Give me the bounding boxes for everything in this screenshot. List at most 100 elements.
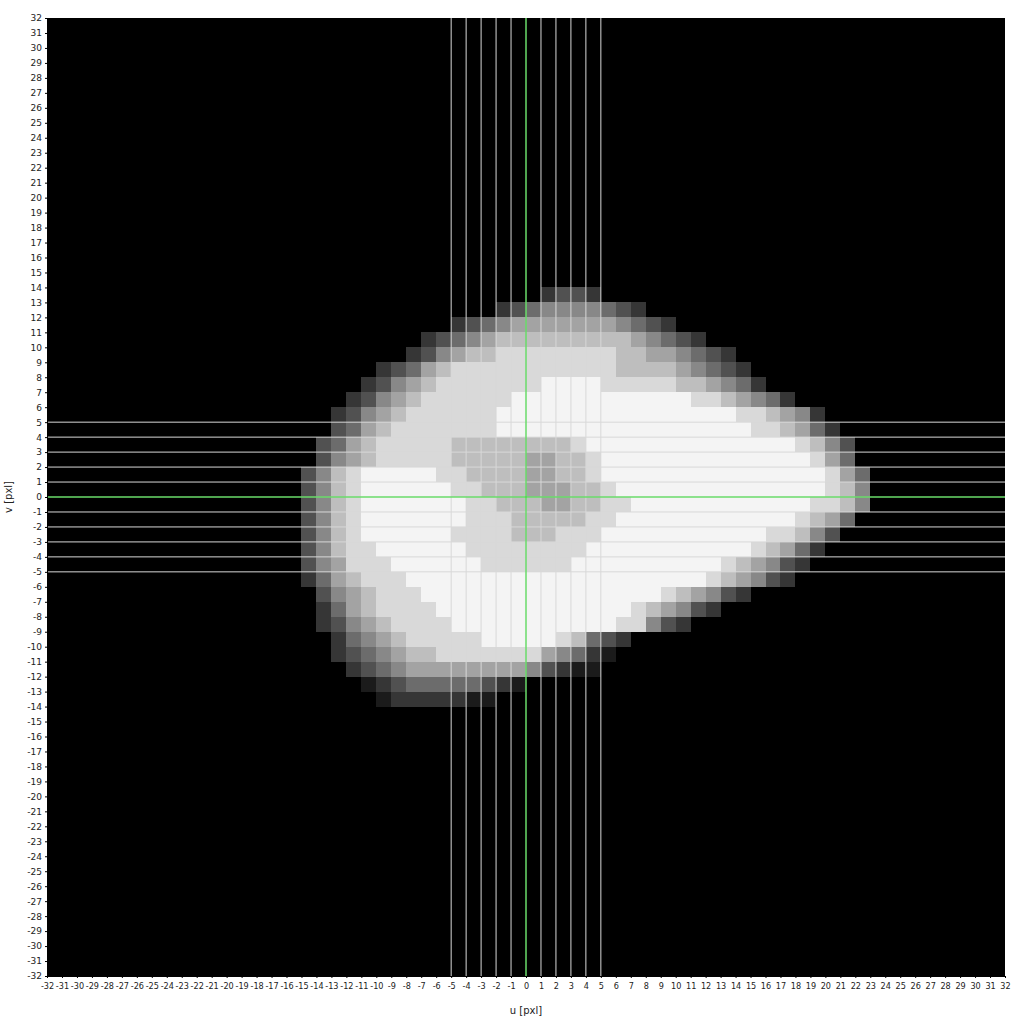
x-tick: -9 xyxy=(388,976,396,991)
heat-cell xyxy=(646,692,661,707)
heat-cell xyxy=(316,572,331,587)
x-tick-mark xyxy=(152,976,153,978)
heat-cell xyxy=(676,497,691,512)
heat-cell xyxy=(451,452,466,467)
heat-cell xyxy=(766,467,781,482)
y-tick: 32 xyxy=(31,13,47,23)
x-tick-label: -21 xyxy=(206,981,219,991)
heat-cell xyxy=(466,347,481,362)
heat-cell xyxy=(391,512,406,527)
heat-cell xyxy=(601,587,616,602)
y-tick-mark xyxy=(45,617,47,618)
heat-cell xyxy=(421,617,436,632)
x-tick: 10 xyxy=(671,976,681,991)
y-tick: 4 xyxy=(36,433,47,443)
heat-cell xyxy=(766,437,781,452)
heat-cell xyxy=(855,467,870,482)
heat-cell xyxy=(766,407,781,422)
heat-cell xyxy=(646,557,661,572)
heat-cell xyxy=(556,512,571,527)
heat-cell xyxy=(541,647,556,662)
x-tick: 18 xyxy=(791,976,801,991)
heat-cell xyxy=(586,527,601,542)
heat-cell xyxy=(376,302,391,317)
y-tick-label: 22 xyxy=(31,163,42,173)
x-tick-label: -22 xyxy=(191,981,204,991)
heat-cell xyxy=(421,377,436,392)
y-tick: 5 xyxy=(36,418,47,428)
heat-cell xyxy=(436,437,451,452)
x-tick-mark xyxy=(77,976,78,978)
heat-cell xyxy=(391,647,406,662)
heat-cell xyxy=(301,407,316,422)
heat-cell xyxy=(676,362,691,377)
heat-cell xyxy=(406,407,421,422)
heat-cell xyxy=(511,632,526,647)
x-tick-mark xyxy=(571,976,572,978)
heat-cell xyxy=(601,377,616,392)
heat-cell xyxy=(616,347,631,362)
heat-cell xyxy=(571,407,586,422)
heat-cell xyxy=(466,302,481,317)
heat-cell xyxy=(631,407,646,422)
heat-cell xyxy=(451,377,466,392)
x-tick: 14 xyxy=(731,976,741,991)
heat-cell xyxy=(346,317,361,332)
heat-cell xyxy=(736,437,751,452)
heat-cell xyxy=(421,452,436,467)
y-tick: -5 xyxy=(33,567,47,577)
x-tick-label: -4 xyxy=(463,981,471,991)
heat-cell xyxy=(346,407,361,422)
heat-cell xyxy=(541,527,556,542)
x-tick-label: -3 xyxy=(478,981,486,991)
heat-cell xyxy=(481,542,496,557)
y-tick-mark xyxy=(45,18,47,19)
y-tick-label: -1 xyxy=(33,507,42,517)
x-tick-mark xyxy=(556,976,557,978)
heat-cell xyxy=(481,392,496,407)
heat-cell xyxy=(751,317,766,332)
heat-cell xyxy=(481,647,496,662)
heat-cell xyxy=(376,332,391,347)
heat-cell xyxy=(751,692,766,707)
heat-cell xyxy=(646,452,661,467)
heat-cell xyxy=(825,662,840,677)
x-tick-mark xyxy=(691,976,692,978)
heat-cell xyxy=(421,317,436,332)
heat-cell xyxy=(481,602,496,617)
x-tick-label: -31 xyxy=(56,981,69,991)
heat-cell xyxy=(751,572,766,587)
x-tick: 23 xyxy=(866,976,876,991)
y-tick: 1 xyxy=(36,477,47,487)
heat-cell xyxy=(646,647,661,662)
heat-cell xyxy=(421,557,436,572)
heat-cell xyxy=(287,392,302,407)
heat-cell xyxy=(556,602,571,617)
heat-cell xyxy=(736,317,751,332)
x-tick: 8 xyxy=(644,976,649,991)
y-tick-label: 6 xyxy=(36,403,42,413)
heat-cell xyxy=(316,332,331,347)
y-tick-mark xyxy=(45,347,47,348)
y-tick-mark xyxy=(45,302,47,303)
heat-cell xyxy=(361,662,376,677)
heat-cell xyxy=(661,527,676,542)
heat-cell xyxy=(766,572,781,587)
heat-cell xyxy=(436,647,451,662)
heat-cell xyxy=(646,527,661,542)
heat-cell xyxy=(346,617,361,632)
y-tick-mark xyxy=(45,377,47,378)
y-tick: 11 xyxy=(31,328,47,338)
heat-cell xyxy=(541,692,556,707)
heat-cell xyxy=(496,362,511,377)
heat-cell xyxy=(586,587,601,602)
heat-cell xyxy=(496,392,511,407)
heat-cell xyxy=(451,662,466,677)
heat-cell xyxy=(481,422,496,437)
heat-cell xyxy=(406,392,421,407)
heat-cell xyxy=(810,662,825,677)
heat-cell xyxy=(301,677,316,692)
heat-cell xyxy=(406,572,421,587)
heat-cell xyxy=(361,467,376,482)
heat-cell xyxy=(601,557,616,572)
